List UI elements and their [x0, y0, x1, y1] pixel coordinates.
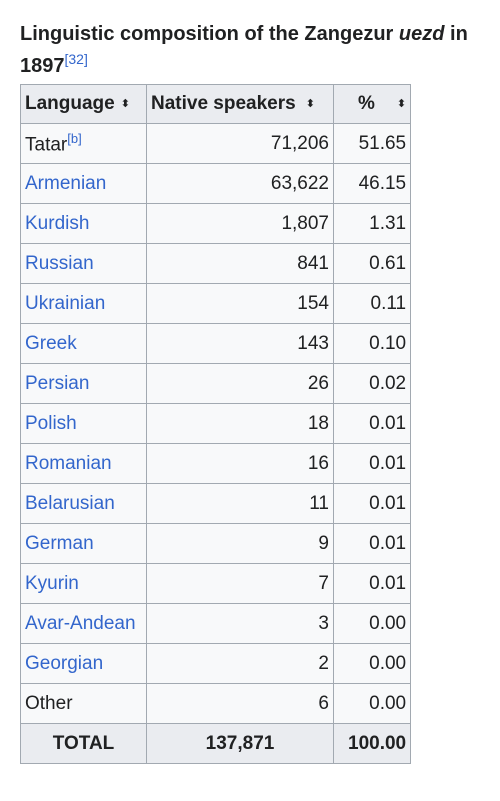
- percent-cell: 0.11: [332, 283, 412, 324]
- language-link[interactable]: Armenian: [25, 172, 107, 194]
- total-percent: 100.00: [332, 723, 412, 764]
- language-cell: Other: [20, 683, 147, 724]
- table-row: Belarusian 11 0.01: [20, 483, 412, 524]
- table-row: German 9 0.01: [20, 523, 412, 564]
- table-row: Georgian 2 0.00: [20, 643, 412, 684]
- native-speakers-cell: 1,807: [146, 203, 334, 244]
- native-speakers-cell: 18: [146, 403, 334, 444]
- table-row: Kurdish 1,807 1.31: [20, 203, 412, 244]
- native-speakers-cell: 7: [146, 563, 334, 604]
- column-header-label: Native speakers: [151, 93, 296, 114]
- percent-cell: 0.01: [332, 483, 412, 524]
- language-cell: Belarusian: [20, 483, 147, 524]
- native-speakers-cell: 154: [146, 283, 334, 324]
- percent-cell: 0.01: [332, 403, 412, 444]
- language-link[interactable]: Romanian: [25, 452, 112, 474]
- percent-cell: 0.01: [332, 443, 412, 484]
- column-header-language[interactable]: Language ⬍: [20, 84, 147, 124]
- native-speakers-cell: 16: [146, 443, 334, 484]
- table-caption: Linguistic composition of the Zangezur u…: [20, 18, 490, 82]
- language-link[interactable]: Avar-Andean: [25, 612, 136, 634]
- language-cell: Greek: [20, 323, 147, 364]
- language-cell: German: [20, 523, 147, 564]
- column-header-label: Language: [25, 93, 115, 114]
- percent-cell: 0.00: [332, 683, 412, 724]
- language-cell: Armenian: [20, 163, 147, 204]
- language-link[interactable]: Kyurin: [25, 572, 79, 594]
- total-label: TOTAL: [20, 723, 147, 764]
- table-body: Tatar[b] 71,206 51.65 Armenian 63,622 46.15 Ku…: [20, 123, 412, 764]
- footnote-link[interactable]: [b]: [67, 130, 82, 146]
- percent-cell: 0.02: [332, 363, 412, 404]
- language-cell: Tatar[b]: [20, 123, 147, 164]
- percent-cell: 51.65: [332, 123, 412, 164]
- reference-link[interactable]: [32]: [64, 51, 88, 67]
- language-link[interactable]: Ukrainian: [25, 292, 106, 314]
- percent-cell: 0.10: [332, 323, 412, 364]
- language-cell: Avar-Andean: [20, 603, 147, 644]
- percent-cell: 46.15: [332, 163, 412, 204]
- language-link[interactable]: Polish: [25, 412, 77, 434]
- native-speakers-cell: 63,622: [146, 163, 334, 204]
- percent-cell: 0.00: [332, 603, 412, 644]
- sort-icon[interactable]: ⬍: [305, 97, 315, 110]
- language-cell: Romanian: [20, 443, 147, 484]
- caption-text-before: Linguistic composition of the Zangezur: [20, 23, 399, 45]
- language-cell: Persian: [20, 363, 147, 404]
- table-row: Persian 26 0.02: [20, 363, 412, 404]
- native-speakers-cell: 6: [146, 683, 334, 724]
- table-row: Polish 18 0.01: [20, 403, 412, 444]
- header-row: Language ⬍ Native speakers ⬍ % ⬍: [20, 84, 412, 124]
- language-link[interactable]: Georgian: [25, 652, 104, 674]
- language-link[interactable]: Kurdish: [25, 212, 90, 234]
- table-row: Greek 143 0.10: [20, 323, 412, 364]
- column-header-percent[interactable]: % ⬍: [332, 84, 412, 124]
- language-cell: Georgian: [20, 643, 147, 684]
- language-link[interactable]: Belarusian: [25, 492, 115, 514]
- native-speakers-cell: 26: [146, 363, 334, 404]
- table-row: Kyurin 7 0.01: [20, 563, 412, 604]
- language-link[interactable]: Greek: [25, 332, 77, 354]
- native-speakers-cell: 71,206: [146, 123, 334, 164]
- sort-icon[interactable]: ⬍: [396, 97, 407, 110]
- native-speakers-cell: 9: [146, 523, 334, 564]
- native-speakers-cell: 2: [146, 643, 334, 684]
- language-table: Language ⬍ Native speakers ⬍ % ⬍ Tatar[b] 71…: [20, 84, 412, 764]
- language-cell: Russian: [20, 243, 147, 284]
- total-row: TOTAL 137,871 100.00: [20, 723, 412, 764]
- percent-cell: 0.61: [332, 243, 412, 284]
- percent-cell: 0.00: [332, 643, 412, 684]
- language-cell: Kurdish: [20, 203, 147, 244]
- percent-cell: 0.01: [332, 523, 412, 564]
- table-row: Russian 841 0.61: [20, 243, 412, 284]
- table-row: Armenian 63,622 46.15: [20, 163, 412, 204]
- column-header-label: %: [358, 93, 375, 114]
- language-link[interactable]: Russian: [25, 252, 94, 274]
- sort-icon[interactable]: ⬍: [120, 97, 130, 110]
- native-speakers-cell: 143: [146, 323, 334, 364]
- percent-cell: 1.31: [332, 203, 412, 244]
- language-link[interactable]: Persian: [25, 372, 90, 394]
- native-speakers-cell: 11: [146, 483, 334, 524]
- language-link[interactable]: German: [25, 532, 94, 554]
- caption-reference[interactable]: [32]: [65, 51, 88, 67]
- native-speakers-cell: 841: [146, 243, 334, 284]
- language-cell: Kyurin: [20, 563, 147, 604]
- caption-italic: uezd: [398, 23, 445, 45]
- column-header-native-speakers[interactable]: Native speakers ⬍: [146, 84, 334, 124]
- native-speakers-cell: 3: [146, 603, 334, 644]
- language-cell: Ukrainian: [20, 283, 147, 324]
- percent-cell: 0.01: [332, 563, 412, 604]
- caption-text-after: in 1897: [20, 23, 468, 77]
- table-row: Other 6 0.00: [20, 683, 412, 724]
- total-speakers: 137,871: [146, 723, 334, 764]
- language-cell: Polish: [20, 403, 147, 444]
- language-name: Other: [25, 692, 73, 714]
- table-row: Avar-Andean 3 0.00: [20, 603, 412, 644]
- table-row: Ukrainian 154 0.11: [20, 283, 412, 324]
- table-row: Tatar[b] 71,206 51.65: [20, 123, 412, 164]
- language-name: Tatar: [25, 134, 68, 156]
- table-row: Romanian 16 0.01: [20, 443, 412, 484]
